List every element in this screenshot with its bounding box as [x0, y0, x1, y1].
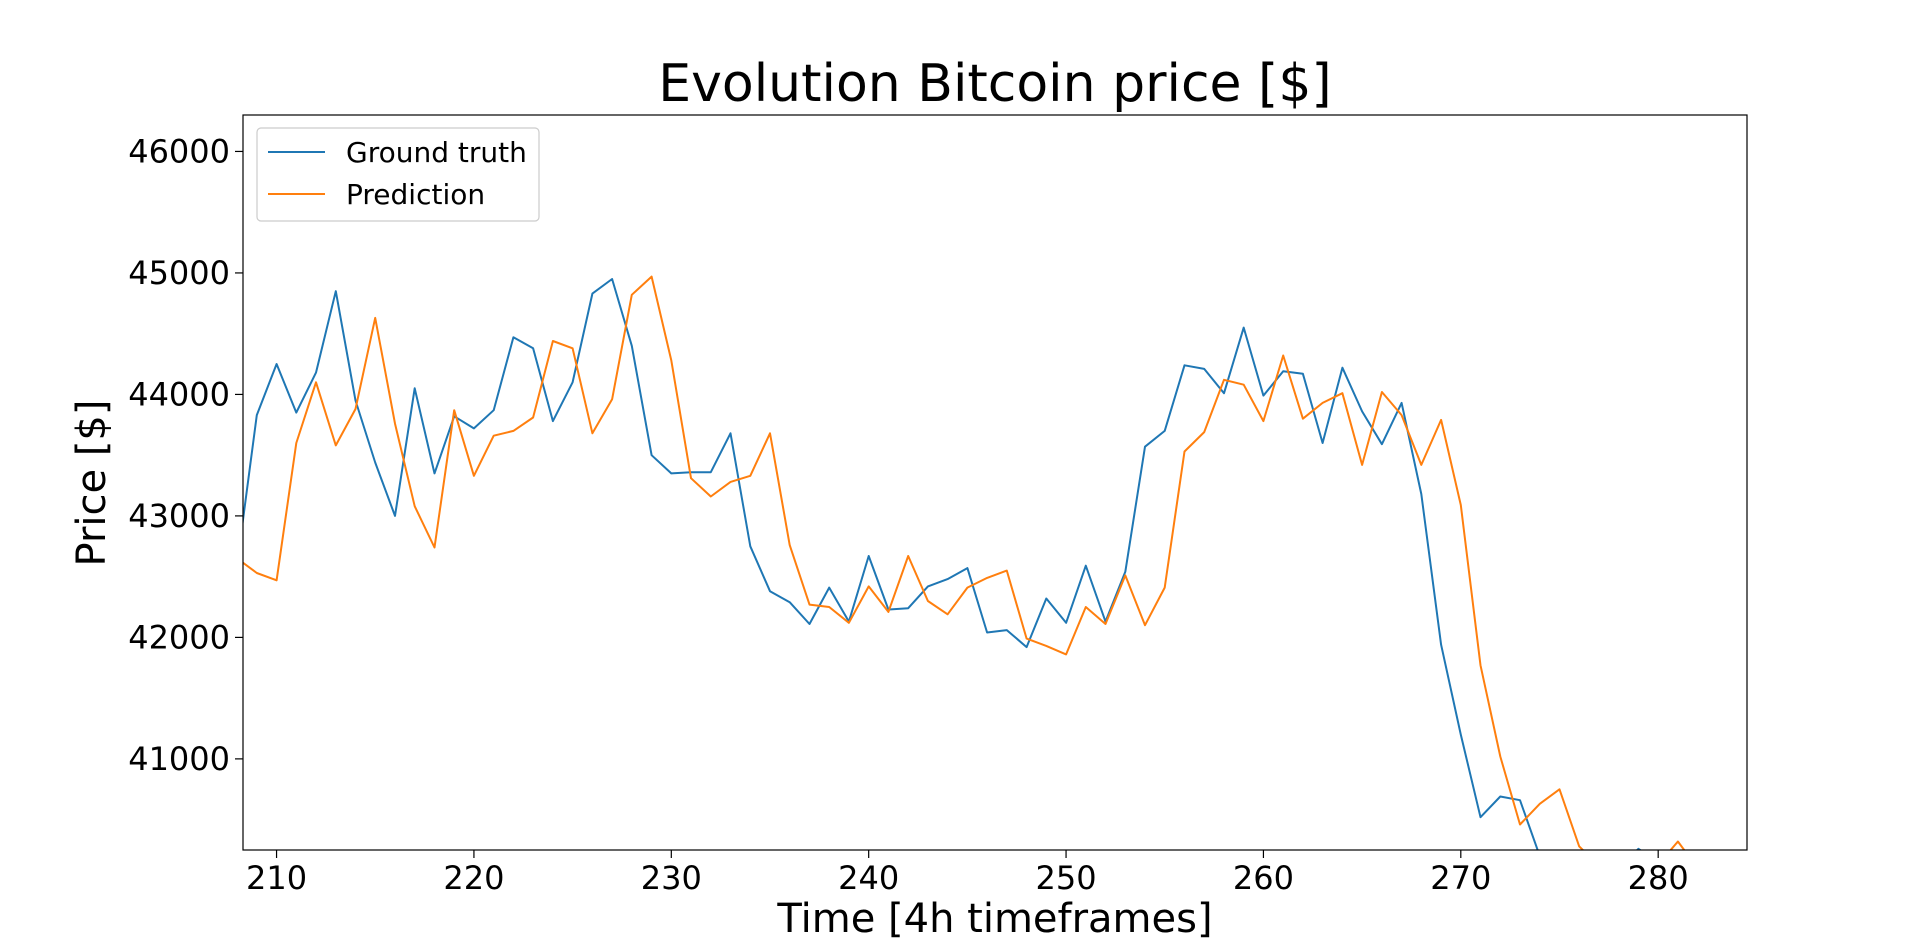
y-tick-label: 44000 — [128, 375, 230, 413]
x-tick-label: 260 — [1233, 859, 1294, 897]
y-axis-label: Price [$] — [69, 400, 115, 567]
y-tick-label: 46000 — [128, 132, 230, 170]
x-tick-label: 220 — [443, 859, 504, 897]
y-tick-label: 41000 — [128, 740, 230, 778]
y-axis: 41000 42000 43000 44000 45000 46000 — [128, 132, 243, 778]
series-line-ground-truth — [243, 278, 1642, 850]
x-tick-label: 240 — [838, 859, 899, 897]
series-layer — [243, 275, 1686, 850]
x-tick-label: 270 — [1430, 859, 1491, 897]
legend-label-ground-truth: Ground truth — [346, 136, 527, 169]
chart-title: Evolution Bitcoin price [$] — [658, 54, 1331, 114]
legend: Ground truth Prediction — [256, 127, 540, 222]
series-line-prediction — [243, 275, 1686, 850]
x-tick-label: 230 — [641, 859, 702, 897]
x-axis-label: Time [4h timeframes] — [776, 896, 1212, 942]
legend-label-prediction: Prediction — [346, 178, 485, 211]
x-tick-label: 250 — [1036, 859, 1097, 897]
x-axis: 210 220 230 240 250 260 270 280 — [246, 850, 1689, 897]
x-tick-label: 210 — [246, 859, 307, 897]
legend-box — [256, 127, 540, 222]
y-tick-label: 42000 — [128, 618, 230, 656]
y-tick-label: 43000 — [128, 497, 230, 535]
y-tick-label: 45000 — [128, 254, 230, 292]
plot-frame — [242, 114, 1748, 851]
x-tick-label: 280 — [1628, 859, 1689, 897]
